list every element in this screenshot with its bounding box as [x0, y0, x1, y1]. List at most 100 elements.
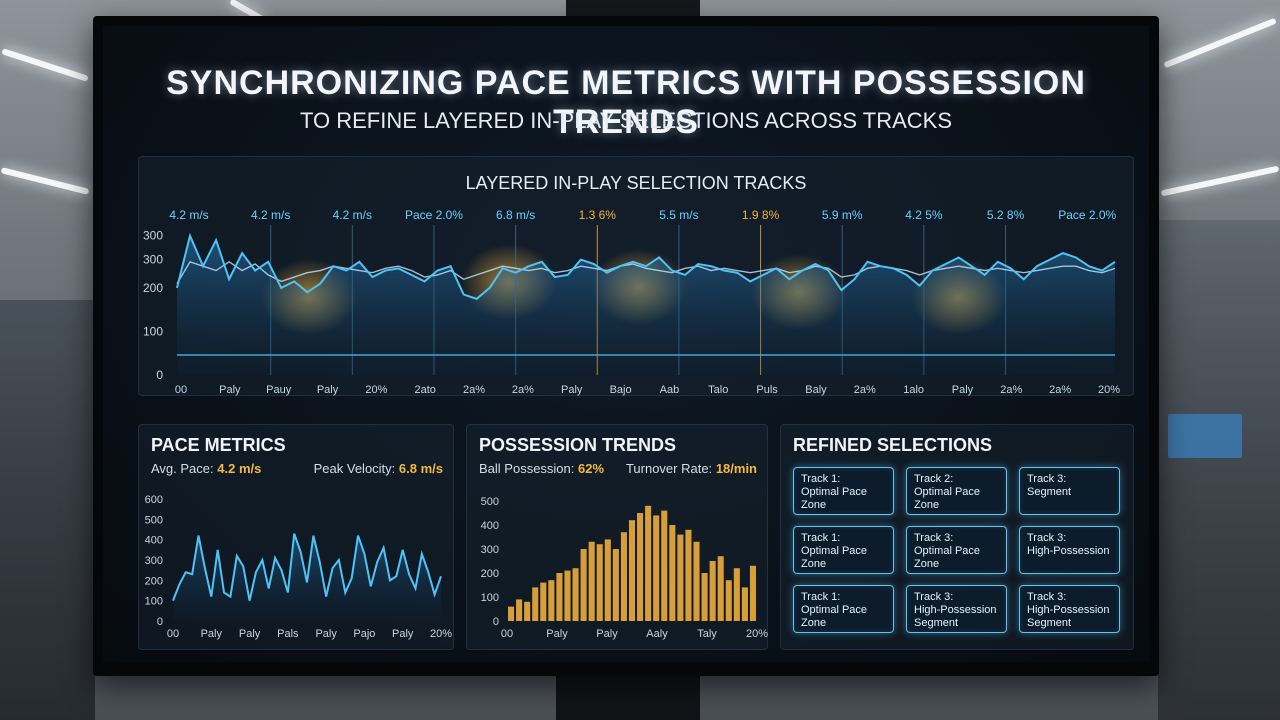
display-monitor: SYNCHRONIZING PACE METRICS WITH POSSESSI…: [93, 16, 1159, 676]
possession-bar: [572, 568, 579, 621]
selection-button[interactable]: Track 3: High-Possession: [1019, 526, 1120, 574]
selection-button[interactable]: Track 2: Optimal Pace Zone: [906, 467, 1007, 515]
x-tick-label: 20%: [746, 628, 768, 640]
possession-bar: [709, 561, 716, 621]
selection-label: Optimal Pace Zone: [914, 486, 981, 511]
track-label: 5.2 8%: [987, 208, 1025, 222]
x-tick-label: Paly: [596, 628, 618, 640]
possession-bar: [661, 510, 668, 621]
selection-label: Optimal Pace Zone: [801, 545, 868, 570]
ball-possession-label: Ball Possession:: [479, 461, 575, 476]
possession-bar: [564, 570, 571, 621]
y-tick-label: 200: [143, 281, 163, 295]
ball-possession-stat: Ball Possession: 62%: [479, 461, 604, 476]
stand-base: [556, 668, 700, 720]
possession-bar: [628, 520, 636, 621]
peak-velocity-stat: Peak Velocity: 6.8 m/s: [314, 461, 443, 476]
selection-button[interactable]: Track 1: Optimal Pace Zone: [793, 585, 894, 633]
x-tick-label: 2a%: [463, 384, 485, 396]
main-chart-title: LAYERED IN-PLAY SELECTION TRACKS: [465, 173, 807, 193]
avg-pace-label: Avg. Pace:: [151, 461, 214, 476]
possession-bar: [548, 580, 555, 621]
pace-metrics-panel: PACE METRICS Avg. Pace: 4.2 m/s Peak Vel…: [138, 424, 454, 650]
y-tick-label: 600: [145, 494, 163, 506]
series-line-1: [176, 232, 1116, 300]
selection-label: High-Possession Segment: [914, 604, 997, 629]
possession-bar: [685, 529, 692, 621]
selection-track: Track 1:: [801, 591, 841, 603]
turnover-rate-stat: Turnover Rate: 18/min: [626, 461, 757, 476]
x-tick-label: Pajo: [353, 628, 375, 640]
y-tick-label: 300: [481, 544, 499, 556]
selection-track: Track 1:: [801, 532, 841, 544]
x-tick-label: 1alo: [903, 384, 924, 396]
possession-bar: [604, 539, 611, 621]
selection-track: Track 3:: [1027, 591, 1067, 603]
selection-button[interactable]: Track 3: Optimal Pace Zone: [906, 526, 1007, 574]
x-tick-label: Aaly: [646, 628, 668, 640]
x-tick-label: 00: [167, 628, 179, 640]
selection-grid: Track 1: Optimal Pace Zone Track 2: Optima…: [793, 467, 1120, 633]
selection-label: Segment: [1027, 486, 1072, 498]
possession-bar: [508, 606, 515, 621]
possession-bar: [653, 515, 660, 621]
possession-chart: 0 100 200 300 400 500 00 Paly Paly Aaly Taly 20%: [481, 496, 769, 640]
ceiling-light: [1163, 17, 1277, 69]
y-tick-label: 0: [493, 616, 499, 628]
track-label: 4.2 5%: [905, 208, 943, 222]
ball-possession-value: 62%: [578, 461, 605, 476]
possession-bar: [540, 582, 547, 621]
y-tick-label: 100: [143, 324, 163, 338]
selection-track: Track 1:: [801, 473, 841, 485]
x-tick-label: Paly: [315, 628, 337, 640]
y-tick-label: 200: [145, 575, 163, 587]
possession-bar: [516, 599, 523, 621]
selection-label: Optimal Pace Zone: [914, 545, 981, 570]
y-tick-label: 0: [157, 616, 163, 628]
series-area: [177, 235, 1115, 375]
peak-velocity-label: Peak Velocity:: [313, 461, 396, 476]
selection-button[interactable]: Track 3: High-Possession Segment: [906, 585, 1007, 633]
turnover-rate-label: Turnover Rate:: [625, 461, 713, 476]
track-label: 1.9 8%: [742, 208, 780, 222]
x-tick-label: Pals: [277, 628, 299, 640]
possession-bar: [532, 587, 539, 621]
selection-button[interactable]: Track 3: High-Possession Segment: [1019, 585, 1120, 633]
selection-label: Optimal Pace Zone: [801, 604, 868, 629]
office-background-right: [1158, 220, 1280, 720]
selection-button[interactable]: Track 1: Optimal Pace Zone: [793, 467, 894, 515]
refined-selections-panel: REFINED SELECTIONS Track 1: Optimal Pace …: [780, 424, 1134, 650]
x-tick-label: 2a%: [1000, 384, 1022, 396]
selection-button[interactable]: Track 1: Optimal Pace Zone: [793, 526, 894, 574]
track-label: 4.2 m/s: [333, 208, 372, 222]
track-label: 5.5 m/s: [659, 208, 698, 222]
possession-bar: [556, 573, 563, 621]
selection-label: Optimal Pace Zone: [801, 486, 868, 511]
y-tick-label: 500: [481, 496, 499, 508]
y-tick-label: 300: [143, 253, 163, 267]
y-tick-label: 200: [481, 568, 499, 580]
possession-bar: [596, 544, 603, 621]
x-tick-label: Bajo: [610, 384, 632, 396]
y-tick-label: 400: [481, 520, 499, 532]
ceiling-light: [0, 167, 90, 195]
possession-bar: [524, 601, 531, 621]
selection-track: Track 2:: [914, 473, 954, 485]
selection-button[interactable]: Track 3: Segment: [1019, 467, 1120, 515]
x-tick-label: Aab: [660, 384, 680, 396]
x-tick-label: Paly: [952, 384, 974, 396]
refined-selections-title: REFINED SELECTIONS: [793, 435, 993, 455]
x-tick-label: Talo: [708, 384, 728, 396]
x-tick-label: Pauy: [266, 384, 292, 396]
office-background-left: [0, 300, 95, 720]
possession-bar: [741, 587, 748, 621]
possession-bar: [588, 541, 595, 621]
avg-pace-value: 4.2 m/s: [217, 461, 262, 476]
selection-label: High-Possession Segment: [1027, 604, 1110, 629]
x-tick-label: Paly: [546, 628, 568, 640]
track-label: 6.8 m/s: [496, 208, 535, 222]
selection-track: Track 3:: [914, 591, 954, 603]
main-chart-panel: LAYERED IN-PLAY SELECTION TRACKS 4.2 m/s…: [138, 156, 1134, 396]
possession-bar: [733, 568, 740, 621]
selection-track: Track 3:: [914, 532, 954, 544]
